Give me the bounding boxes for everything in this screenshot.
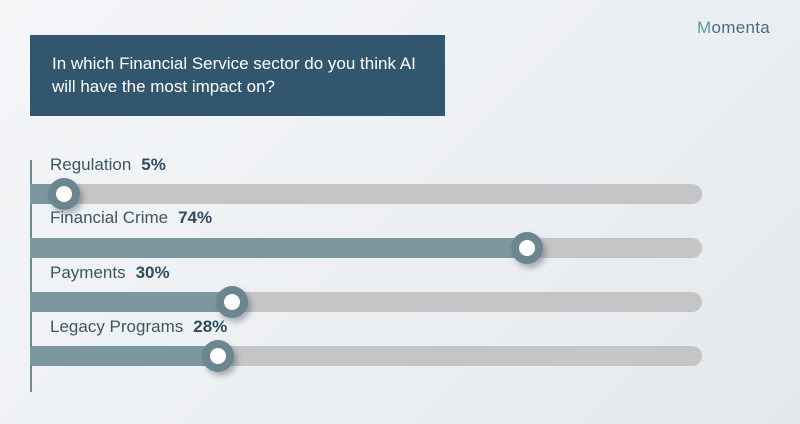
- value-label: 5%: [141, 155, 166, 174]
- bar-track: [30, 340, 702, 372]
- bar-knob-dot: [519, 240, 535, 256]
- question-text: In which Financial Service sector do you…: [52, 54, 416, 96]
- bar-track: [30, 286, 702, 318]
- question-box: In which Financial Service sector do you…: [30, 35, 445, 116]
- value-label: 74%: [178, 208, 213, 227]
- bar-knob: [202, 340, 234, 372]
- brand-logo-rest: omenta: [711, 18, 770, 37]
- value-label: 28%: [193, 317, 228, 336]
- bar-fill: [30, 346, 218, 366]
- bar-fill: [30, 292, 232, 312]
- bar-label: Regulation 5%: [50, 155, 166, 175]
- bar-knob: [511, 232, 543, 264]
- category-label: Payments: [50, 263, 126, 282]
- bar-knob-dot: [224, 294, 240, 310]
- bar-label: Financial Crime 74%: [50, 208, 212, 228]
- value-label: 30%: [135, 263, 170, 282]
- brand-logo: Momenta: [697, 18, 770, 38]
- bar-knob: [48, 178, 80, 210]
- bar-track: [30, 178, 702, 210]
- bar-knob: [216, 286, 248, 318]
- bar-knob-dot: [56, 186, 72, 202]
- left-rule: [30, 160, 32, 392]
- bar-track: [30, 232, 702, 264]
- brand-logo-initial: M: [697, 18, 712, 37]
- bar-knob-dot: [210, 348, 226, 364]
- bar-label: Payments 30%: [50, 263, 170, 283]
- bar-label: Legacy Programs 28%: [50, 317, 227, 337]
- bar-fill: [30, 238, 527, 258]
- category-label: Legacy Programs: [50, 317, 184, 336]
- category-label: Regulation: [50, 155, 132, 174]
- category-label: Financial Crime: [50, 208, 169, 227]
